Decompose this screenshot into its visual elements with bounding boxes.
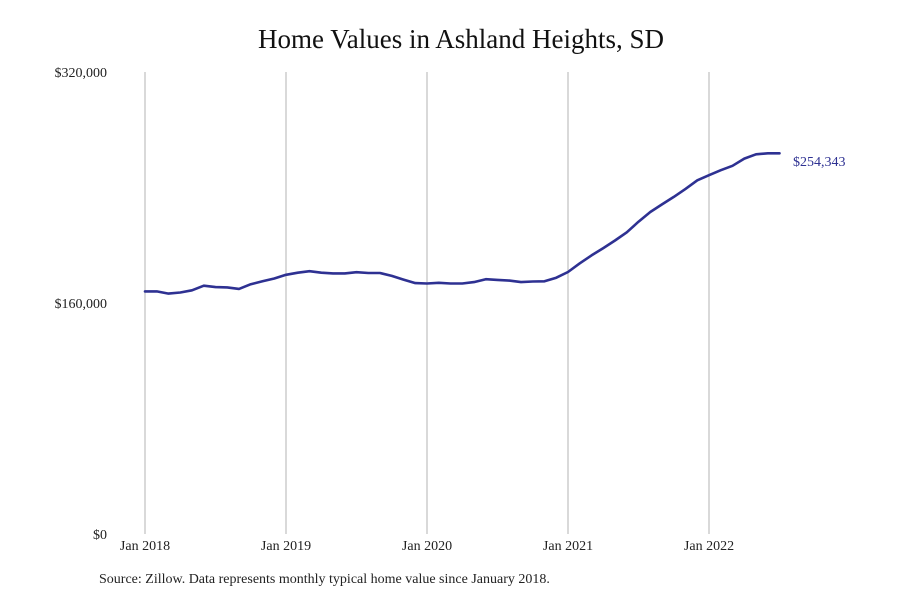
end-value-label: $254,343: [793, 155, 846, 170]
y-axis-ticks: $0 $160,000 $320,000: [55, 66, 108, 543]
x-tick-label: Jan 2020: [402, 539, 452, 554]
y-tick-label: $160,000: [55, 297, 108, 312]
x-tick-label: Jan 2019: [261, 539, 311, 554]
chart-title: Home Values in Ashland Heights, SD: [258, 24, 664, 54]
x-tick-label: Jan 2021: [543, 539, 593, 554]
y-tick-label: $0: [93, 528, 107, 543]
x-tick-label: Jan 2022: [684, 539, 734, 554]
x-tick-label: Jan 2018: [120, 539, 170, 554]
grid-lines: [144, 72, 710, 534]
x-axis-ticks: Jan 2018 Jan 2019 Jan 2020 Jan 2021 Jan 2022: [120, 539, 734, 554]
series-line: [143, 152, 781, 295]
source-note: Source: Zillow. Data represents monthly …: [99, 572, 550, 587]
y-tick-label: $320,000: [55, 66, 108, 81]
